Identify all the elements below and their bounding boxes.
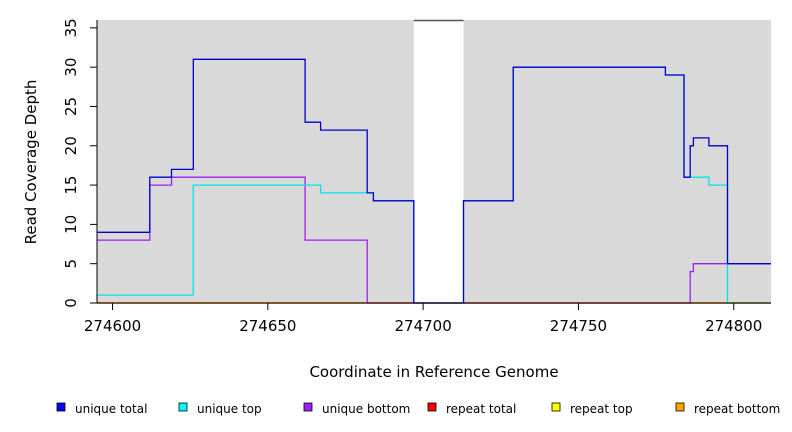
legend-item-repeat-top: repeat top	[551, 402, 633, 416]
y-tick-label: 5	[62, 259, 80, 269]
legend-item-unique-bottom: unique bottom	[303, 402, 410, 416]
legend-item-repeat-bottom: repeat bottom	[675, 402, 780, 416]
y-axis-ticks: 0 5 10 15 20 25 30 35	[62, 18, 97, 308]
legend-swatch	[303, 402, 313, 412]
legend-swatch	[178, 402, 188, 412]
legend-item-unique-top: unique top	[178, 402, 262, 416]
x-tick-label: 274600	[84, 317, 141, 335]
legend-swatch	[551, 402, 561, 412]
x-tick-label: 274650	[239, 317, 296, 335]
y-tick-label: 35	[62, 18, 80, 37]
x-tick-label: 274700	[394, 317, 451, 335]
y-tick-label: 20	[62, 136, 80, 155]
legend-swatch	[675, 402, 685, 412]
x-tick-label: 274750	[550, 317, 607, 335]
legend-label: unique top	[197, 402, 262, 416]
y-tick-label: 30	[62, 58, 80, 77]
legend-label: repeat top	[570, 402, 633, 416]
y-tick-label: 25	[62, 97, 80, 116]
legend-swatch	[56, 402, 66, 412]
gap-region-rect	[413, 20, 464, 303]
x-axis-ticks: 274600 274650 274700 274750 274800	[84, 303, 762, 335]
legend-label: repeat total	[446, 402, 516, 416]
legend-label: unique bottom	[322, 402, 410, 416]
legend-swatch	[427, 402, 437, 412]
legend-item-unique-total: unique total	[56, 402, 147, 416]
legend: unique total unique top unique bottom repea…	[56, 402, 780, 416]
x-tick-label: 274800	[705, 317, 762, 335]
y-tick-label: 15	[62, 176, 80, 195]
legend-label: unique total	[75, 402, 147, 416]
legend-item-repeat-total: repeat total	[427, 402, 516, 416]
series-unique-bottom	[97, 176, 771, 304]
legend-label: repeat bottom	[694, 402, 780, 416]
x-axis-title: Coordinate in Reference Genome	[309, 363, 558, 381]
y-tick-label: 10	[62, 215, 80, 234]
y-tick-label: 0	[62, 298, 80, 308]
gap-region	[413, 19, 464, 303]
y-axis-title: Read Coverage Depth	[22, 80, 40, 245]
